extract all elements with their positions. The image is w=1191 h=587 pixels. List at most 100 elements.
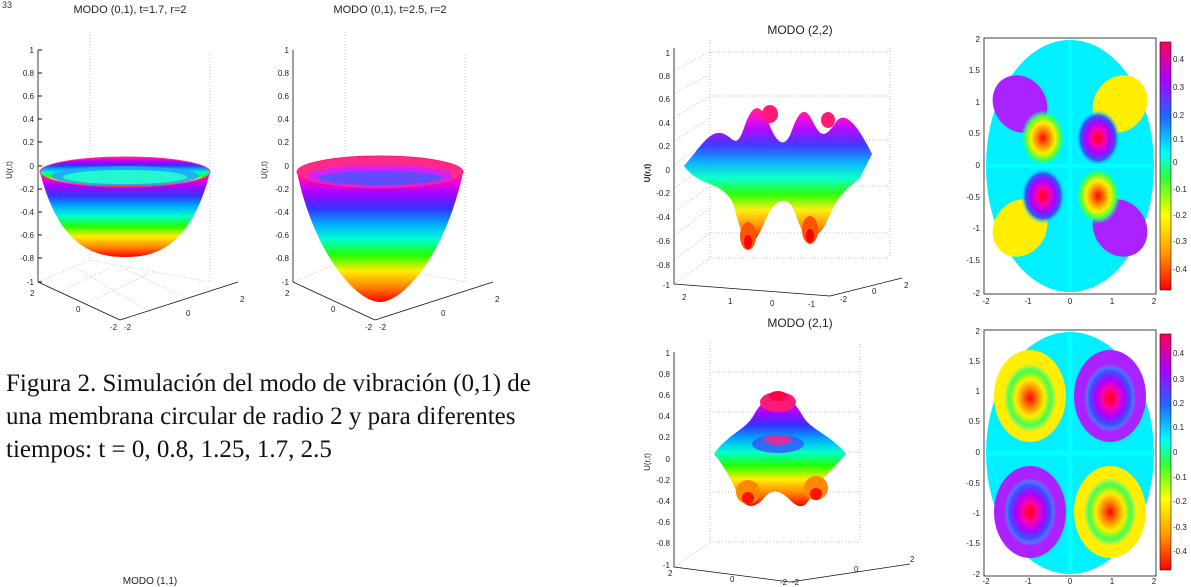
cx-tick: 0 <box>1068 577 1073 586</box>
z-tick: -0.4 <box>656 213 670 222</box>
x-tick: 2 <box>285 289 290 298</box>
cbar-tick: -0.4 <box>1173 265 1187 274</box>
y-axis-label: U(r,t) <box>643 163 652 182</box>
z-tick: 1 <box>285 46 290 55</box>
plot-mode21-contour: 2 1.5 1 0.5 0 -0.5 -1 -1.5 -2 -2 -1 0 1 … <box>966 327 1187 586</box>
z-tick: 0 <box>666 455 671 464</box>
cx-tick: -2 <box>982 297 990 306</box>
cy-tick: 1.5 <box>969 357 981 366</box>
cx-tick: -1 <box>1024 297 1032 306</box>
cx-tick: -1 <box>1024 577 1032 586</box>
x-tick: 1 <box>728 297 733 306</box>
y-axis-label: U(r,t) <box>260 161 269 179</box>
z-tick: 0.8 <box>278 69 290 78</box>
cy-tick: -1.5 <box>966 256 980 265</box>
z-tick: -0.8 <box>656 261 670 270</box>
cx-tick: 0 <box>1068 297 1073 306</box>
cy-tick: -2 <box>973 289 981 298</box>
plot-mode22-contour: 2 1.5 1 0.5 0 -0.5 -1 -1.5 -2 -2 -1 0 1 … <box>966 35 1187 306</box>
z-tick: -0.6 <box>20 231 34 240</box>
z-tick: 0 <box>285 162 290 171</box>
x-tick: 0 <box>872 287 877 296</box>
plot-mode21-surface: 1 0.8 0.6 0.4 0.2 0 -0.2 -0.4 -0.6 -0.8 … <box>643 342 915 587</box>
cy-tick: 1 <box>976 387 981 396</box>
x-tick: 0 <box>331 305 336 314</box>
z-tick: 0 <box>30 162 35 171</box>
plot-title-mode21: MODO (2,1) <box>767 316 833 330</box>
cbar-tick: -0.2 <box>1173 211 1187 220</box>
cbar-tick: 0 <box>1173 158 1178 167</box>
z-tick: -0.8 <box>656 539 670 548</box>
cy-tick: -0.5 <box>966 193 980 202</box>
x-tick: 0 <box>441 309 446 318</box>
x-tick: -2 <box>379 323 387 332</box>
plot-mode01-t25: 1 0.8 0.6 0.4 0.2 0 -0.2 -0.4 -0.6 -0.8 … <box>260 32 500 332</box>
plot-title-mode01-t25: MODO (0,1), t=2.5, r=2 <box>333 4 447 16</box>
z-tick: -1 <box>663 561 671 570</box>
y-axis-label: U(r,t) <box>5 161 14 179</box>
cy-tick: 0.5 <box>969 417 981 426</box>
x-tick: 2 <box>910 555 915 564</box>
x-tick: 0 <box>854 565 859 574</box>
z-tick: 0.8 <box>23 69 35 78</box>
z-tick: -0.6 <box>656 518 670 527</box>
x-tick: 0 <box>186 309 191 318</box>
z-tick: 0.2 <box>278 138 290 147</box>
cbar-tick: 0.4 <box>1173 349 1185 358</box>
x-tick: -2 <box>365 323 373 332</box>
x-tick: 0 <box>730 575 735 584</box>
plot-mode22-surface: 1 0.8 0.6 0.4 0.2 0 -0.2 -0.4 -0.6 -0.8 … <box>643 40 909 309</box>
cx-tick: -2 <box>982 577 990 586</box>
cbar-tick: -0.1 <box>1173 473 1187 482</box>
z-tick: 0.2 <box>659 142 671 151</box>
z-tick: -0.6 <box>656 237 670 246</box>
cbar-tick: 0.2 <box>1173 399 1185 408</box>
cbar-tick: 0.2 <box>1173 111 1185 120</box>
z-tick: -0.4 <box>656 497 670 506</box>
plot-title-mode01-t17: MODO (0,1), t=1.7, r=2 <box>73 4 187 16</box>
cbar-tick: -0.4 <box>1173 547 1187 556</box>
cbar-tick: -0.3 <box>1173 237 1187 246</box>
cx-tick: 2 <box>1152 577 1157 586</box>
z-tick: 1 <box>666 349 671 358</box>
x-tick: -2 <box>124 323 132 332</box>
cy-tick: -2 <box>973 570 981 579</box>
cx-tick: 1 <box>1110 577 1115 586</box>
x-tick: -1 <box>808 300 816 309</box>
x-tick: 2 <box>904 281 909 290</box>
z-tick: -1 <box>282 278 290 287</box>
z-tick: -0.2 <box>656 189 670 198</box>
x-tick: 2 <box>668 569 673 578</box>
z-tick: 0.4 <box>659 412 671 421</box>
x-tick: 2 <box>495 295 500 304</box>
cy-tick: 2 <box>976 35 981 44</box>
cy-tick: 0.5 <box>969 129 981 138</box>
x-tick: 2 <box>682 293 687 302</box>
z-tick: -0.4 <box>275 208 289 217</box>
x-tick: 0 <box>76 305 81 314</box>
z-tick: -0.2 <box>275 185 289 194</box>
x-tick: 0 <box>770 299 775 308</box>
z-tick: -0.8 <box>275 254 289 263</box>
cy-tick: 1 <box>976 98 981 107</box>
x-tick: -2 <box>840 295 848 304</box>
cbar-tick: 0.4 <box>1173 55 1185 64</box>
cbar-tick: 0 <box>1173 448 1178 457</box>
z-tick: -0.2 <box>656 476 670 485</box>
cbar-tick: -0.2 <box>1173 497 1187 506</box>
x-tick: 2 <box>240 295 245 304</box>
x-tick: -2 <box>780 578 788 587</box>
plot-mode01-t17: 1 0.8 0.6 0.4 0.2 0 -0.2 -0.4 -0.6 -0.8 … <box>5 32 245 332</box>
plot-title-mode11: MODO (1,1) <box>122 576 178 587</box>
z-tick: 0.4 <box>23 115 35 124</box>
z-tick: 0.6 <box>659 95 671 104</box>
z-tick: -1 <box>27 278 35 287</box>
z-tick: 0.2 <box>659 433 671 442</box>
z-tick: 0.4 <box>659 119 671 128</box>
z-tick: 0.6 <box>23 92 35 101</box>
cx-tick: 1 <box>1110 297 1115 306</box>
z-tick: 1 <box>30 46 35 55</box>
cy-tick: 2 <box>976 327 981 336</box>
cy-tick: 0 <box>976 161 981 170</box>
cy-tick: 0 <box>976 448 981 457</box>
